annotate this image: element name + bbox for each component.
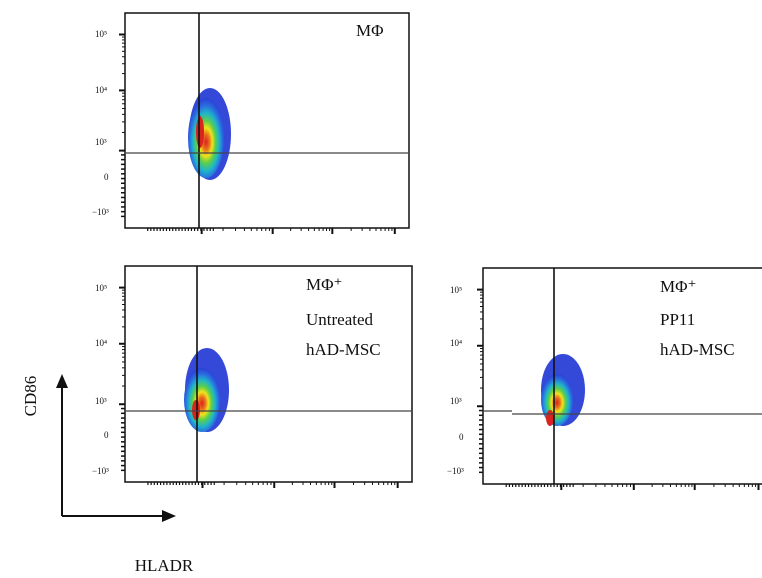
- y-tick-label: 0: [104, 430, 109, 440]
- y-axis-title: CD86: [21, 376, 40, 417]
- y-tick-label: 10⁵: [95, 283, 107, 293]
- axis-ticks: [119, 33, 396, 234]
- panel-frame: [124, 265, 413, 483]
- panel-label-line: MΦ⁺: [306, 275, 343, 294]
- axis-ticks: [119, 286, 399, 488]
- panel-label-line: Untreated: [306, 310, 374, 329]
- y-tick-label: 10⁴: [95, 338, 107, 348]
- panel-label-line: MΦ: [356, 21, 384, 40]
- y-axis-arrowhead: [56, 374, 68, 388]
- panel-label-line: MΦ⁺: [660, 277, 697, 296]
- y-tick-label: 10⁵: [450, 285, 462, 295]
- density-blob: [541, 374, 573, 426]
- y-tick-label: 10³: [95, 137, 107, 147]
- y-tick-label: −10³: [447, 466, 464, 476]
- axis-ticks: [477, 288, 760, 490]
- density-blob: [188, 98, 224, 178]
- panel-label-line: PP11: [660, 310, 695, 329]
- y-tick-label: 10³: [450, 396, 462, 406]
- x-axis-title: HLADR: [135, 556, 194, 575]
- density-core: [196, 116, 204, 148]
- panel-mphi: 10⁵ 10⁴ 10³ 0 −10³ MΦ: [92, 12, 410, 234]
- panel-mphi-untreated: 10⁵ 10⁴ 10³ 0 −10³ MΦ⁺ Untreated hAD-MSC: [92, 265, 413, 488]
- y-tick-label: −10³: [92, 207, 109, 217]
- y-tick-label: 10⁴: [450, 338, 462, 348]
- y-tick-label: 10⁴: [95, 85, 107, 95]
- y-tick-label: −10³: [92, 466, 109, 476]
- y-tick-label: 10³: [95, 396, 107, 406]
- y-tick-label: 10⁵: [95, 29, 107, 39]
- density-blob: [184, 368, 220, 432]
- panel-frame: [482, 267, 762, 485]
- panel-mphi-pp11: 10⁵ 10⁴ 10³ 0 −10³ MΦ⁺ PP11 hAD-MSC: [447, 267, 762, 490]
- y-tick-label: 0: [459, 432, 464, 442]
- panel-label-line: hAD-MSC: [306, 340, 381, 359]
- density-core: [192, 400, 200, 420]
- panel-frame: [124, 12, 410, 229]
- x-axis-arrowhead: [162, 510, 176, 522]
- panel-label-line: hAD-MSC: [660, 340, 735, 359]
- density-core: [546, 410, 554, 426]
- axis-arrows: CD86 HLADR: [21, 374, 194, 575]
- y-tick-label: 0: [104, 172, 109, 182]
